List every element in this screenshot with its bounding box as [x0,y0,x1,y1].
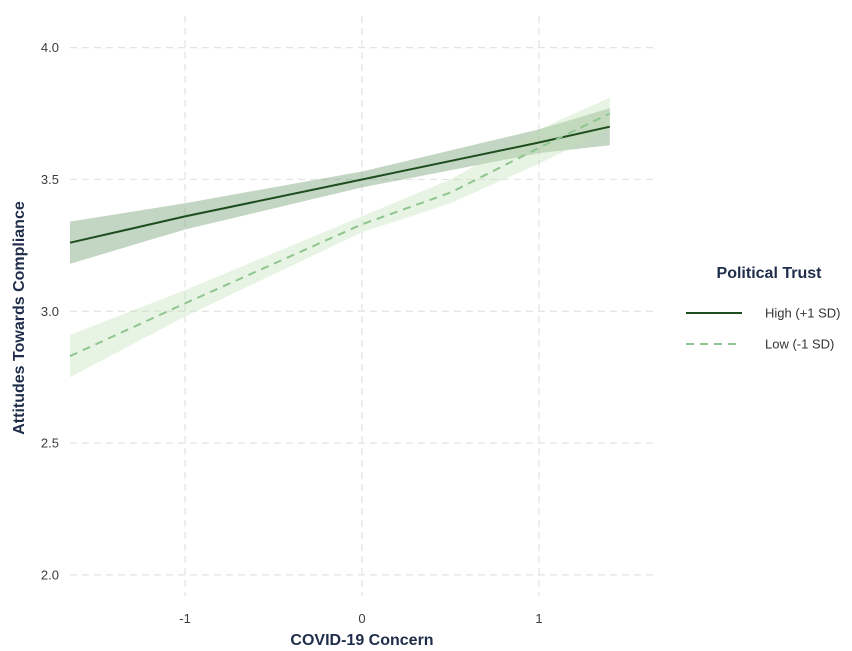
confidence-bands [70,97,610,378]
legend-title: Political Trust [717,265,823,282]
x-tick-label: 0 [358,611,365,626]
legend-label-high: High (+1 SD) [765,306,841,321]
confidence-band-low [70,97,610,378]
y-tick-label: 3.5 [41,172,59,187]
y-tick-label: 3.0 [41,304,59,319]
grid [70,16,654,596]
tick-labels: -1 0 1 2.0 2.5 3.0 3.5 4.0 [41,40,543,626]
x-tick-label: 1 [535,611,542,626]
y-tick-label: 2.5 [41,436,59,451]
legend: Political Trust High (+1 SD) Low (-1 SD) [686,265,841,352]
confidence-band-high [70,108,610,264]
y-tick-label: 4.0 [41,40,59,55]
legend-label-low: Low (-1 SD) [765,337,834,352]
series-line-low [69,112,611,358]
y-tick-label: 2.0 [41,567,59,582]
y-axis-title: Attitudes Towards Compliance [11,201,28,435]
series-lines [69,112,611,358]
x-tick-label: -1 [179,611,191,626]
x-axis-title: COVID-19 Concern [290,632,433,649]
